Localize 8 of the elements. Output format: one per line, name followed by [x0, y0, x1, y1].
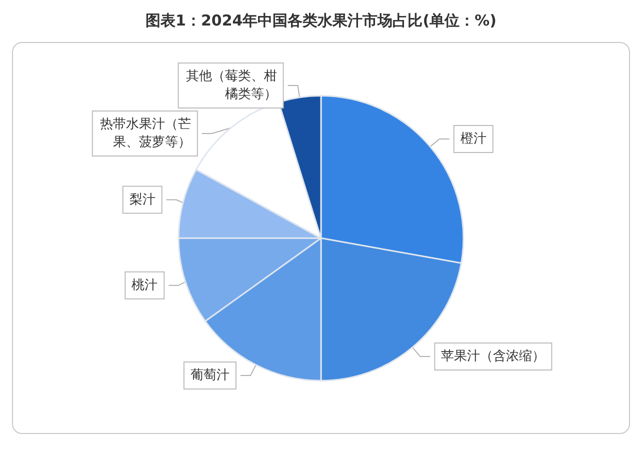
slice-label: 热带水果汁（芒果、菠萝等）	[100, 116, 191, 150]
chart-title: 图表1：2024年中国各类水果汁市场占比(单位：%)	[146, 12, 496, 30]
slice-label: 橙汁	[460, 131, 486, 146]
slice-label: 葡萄汁	[190, 368, 230, 384]
slice-label: 其他（莓类、柑橘类等）	[186, 68, 277, 102]
slice-label: 苹果汁（含浓缩）	[441, 349, 546, 364]
slice-label: 桃汁	[132, 278, 158, 293]
slice-label: 梨汁	[129, 192, 156, 208]
